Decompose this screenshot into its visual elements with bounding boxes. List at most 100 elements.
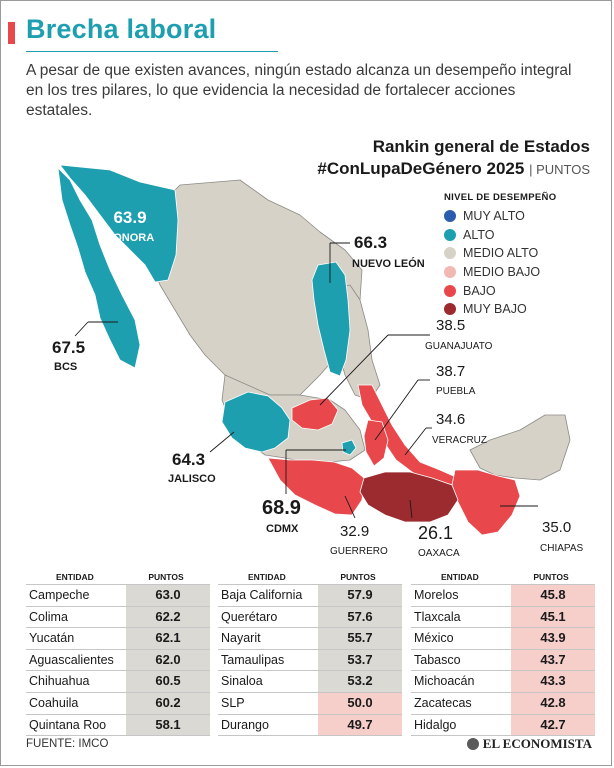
table-1-col-points: PUNTOS [148,572,184,582]
table-1-rows: Campeche 63.0 Colima 62.2 Yucatán 62.1 Aguasca… [26,584,210,737]
table-2-col-entity: ENTIDAD [248,572,286,582]
leader-guanajuato [319,334,389,406]
table-3-col-points: PUNTOS [533,572,569,582]
map-state-sonora [59,164,179,283]
label-puebla-name: PUEBLA [436,386,476,397]
entity-points: 58.1 [126,714,210,736]
legend-item: MUY ALTO [444,207,556,226]
label-veracruz-value: 34.6 [436,411,465,428]
entity-name: Nayarit [221,631,261,646]
table-row: Tlaxcala 45.1 [411,605,595,628]
map-state-oaxaca [359,471,459,523]
entity-points: 60.5 [126,671,210,692]
legend-label: ALTO [463,227,495,242]
label-nuevo-leon-name: NUEVO LEÓN [352,257,425,270]
entity-name: Tabasco [414,652,461,667]
map-state-nuevo-leon [311,261,351,377]
legend-swatch [444,210,456,223]
table-row: Tamaulipas 53.7 [218,648,402,671]
entity-name: Yucatán [29,631,75,646]
table-3-rows: Morelos 45.8 Tlaxcala 45.1 México 43.9 Tabasco… [411,584,595,737]
table-3-col-entity: ENTIDAD [441,572,479,582]
leader-oaxaca [409,499,413,519]
legend-swatch [444,284,456,297]
label-chiapas-name: CHIAPAS [540,543,583,554]
table-row: Nayarit 55.7 [218,627,402,649]
entity-points: 53.2 [318,671,402,692]
legend-label: MEDIO ALTO [463,246,539,261]
entity-points: 57.6 [318,606,402,628]
label-bcs-name: BCS [54,361,77,373]
title-accent-bar [8,22,15,44]
legend-swatch [444,266,456,279]
entity-name: Quintana Roo [29,717,107,732]
leader-puebla [374,379,419,441]
brand-mark-icon [466,738,479,750]
table-row: Aguascalientes 62.0 [26,648,210,671]
label-cdmx-name: CDMX [266,523,299,535]
brand-name: EL ECONOMISTA [482,736,592,751]
table-row: Morelos 45.8 [411,584,595,606]
legend-items: MUY ALTO ALTO MEDIO ALTO MEDIO BAJO BAJO MUY … [444,207,556,319]
entity-points: 57.9 [318,585,402,606]
table-2: ENTIDAD PUNTOS Baja California 57.9 Querét… [218,570,402,737]
legend-label: MUY BAJO [463,302,527,317]
table-row: Tabasco 43.7 [411,648,595,671]
label-bcs-value: 67.5 [52,338,85,357]
table-1-header: ENTIDAD PUNTOS [26,570,210,584]
table-3-header: ENTIDAD PUNTOS [411,570,595,584]
entity-points: 43.7 [511,649,595,671]
legend-item: MEDIO BAJO [444,263,556,282]
entity-points: 55.7 [318,628,402,649]
legend-swatch [444,228,456,241]
entity-name: Baja California [221,588,303,602]
table-1: ENTIDAD PUNTOS Campeche 63.0 Colima 62.2 Yuc… [26,570,210,737]
leader-guerrero [344,495,356,519]
label-nuevo-leon-value: 66.3 [354,233,387,252]
mexico-map: 63.9 SONORA 66.3 NUEVO LEÓN 67.5 BCS 38.… [52,164,583,559]
entity-name: Zacatecas [414,695,472,710]
map-region-yucatan [469,414,571,481]
table-row: Quintana Roo 58.1 [26,713,210,737]
page-title: Brecha laboral [26,14,217,44]
map-title-line1: Rankin general de Estados [372,137,590,156]
entity-name: Michoacán [414,674,475,689]
label-jalisco-name: JALISCO [168,473,216,485]
label-guanajuato-name: GUANAJUATO [425,341,493,352]
map-state-chiapas [451,469,521,536]
entity-points: 43.3 [511,671,595,692]
map-state-baja-california [57,166,141,369]
table-2-header: ENTIDAD PUNTOS [218,570,402,584]
entity-name: Morelos [414,588,459,602]
source-note: FUENTE: IMCO [26,738,109,750]
entity-name: Coahuila [29,695,79,710]
map-state-puebla [363,419,389,467]
legend-item: MEDIO ALTO [444,244,556,263]
label-jalisco-value: 64.3 [172,450,205,469]
entity-name: Chihuahua [29,674,90,689]
label-oaxaca-name: OAXACA [418,548,460,559]
table-2-rows: Baja California 57.9 Querétaro 57.6 Nayarit 5… [218,584,402,737]
entity-name: Tlaxcala [414,609,461,624]
entity-points: 42.7 [511,714,595,736]
entity-name: SLP [221,695,245,710]
entity-name: Campeche [29,588,90,602]
entity-points: 45.8 [511,585,595,606]
table-row: Sinaloa 53.2 [218,670,402,692]
entity-points: 49.7 [318,714,402,736]
title-underline [26,51,278,52]
map-unit-label: PUNTOS [536,162,590,177]
legend-swatch [444,247,456,260]
table-1-col-entity: ENTIDAD [56,572,94,582]
label-guerrero-value: 32.9 [340,523,369,540]
map-title: Rankin general de Estados #ConLupaDeGéne… [317,136,590,181]
map-state-guerrero [267,457,365,516]
table-row: Coahuila 60.2 [26,691,210,714]
table-row: Campeche 63.0 [26,584,210,606]
legend-item: BAJO [444,281,556,300]
legend-swatch [444,303,456,316]
map-title-line2: #ConLupaDeGénero 2025 | PUNTOS [317,158,590,181]
entity-points: 62.2 [126,606,210,628]
table-row: Hidalgo 42.7 [411,713,595,737]
label-sonora-value: 63.9 [113,208,146,227]
